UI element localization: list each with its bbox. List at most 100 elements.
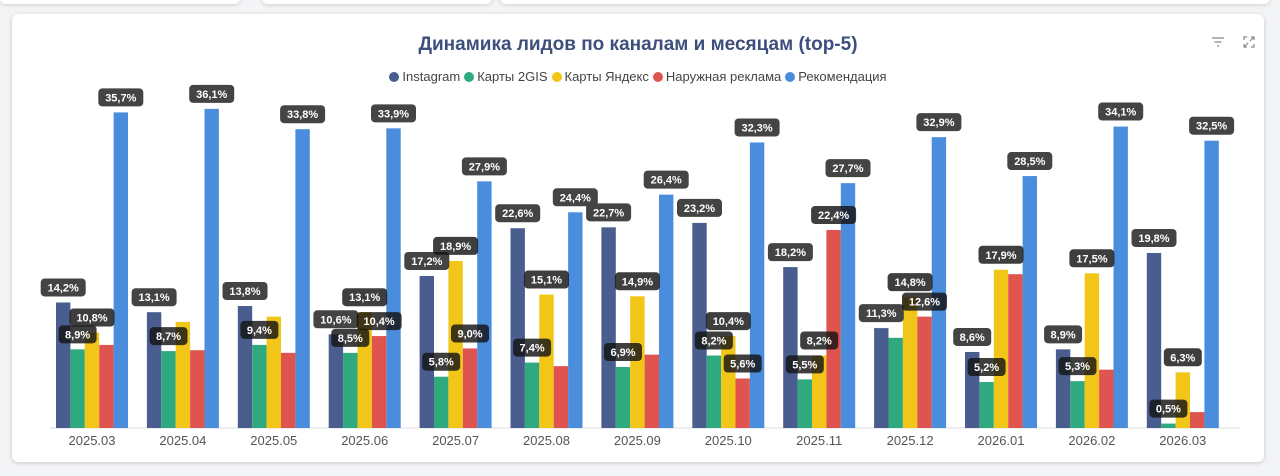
legend-item[interactable]: Наружная реклама [652, 69, 781, 84]
bar[interactable] [797, 379, 812, 428]
bar[interactable] [1146, 252, 1162, 428]
data-label: 8,5% [331, 328, 370, 347]
data-label: 23,2% [677, 198, 722, 217]
bar[interactable] [692, 222, 707, 428]
bar[interactable] [419, 275, 434, 428]
bar[interactable] [917, 316, 932, 428]
bar[interactable] [721, 336, 736, 428]
bar[interactable] [783, 267, 798, 428]
bar[interactable] [840, 183, 856, 428]
x-tick-label: 2025.09 [614, 433, 661, 448]
legend-marker [389, 71, 400, 82]
bar[interactable] [1099, 369, 1114, 428]
chart-title: Динамика лидов по каналам и месяцам (top… [418, 34, 858, 55]
data-label: 5,5% [785, 355, 824, 374]
bar[interactable] [99, 344, 114, 428]
bar[interactable] [295, 129, 310, 428]
data-label: 5,8% [422, 352, 461, 371]
bar[interactable] [448, 260, 463, 428]
legend-label: Рекомендация [798, 69, 887, 84]
bar[interactable] [539, 294, 554, 428]
bar[interactable] [56, 302, 71, 428]
data-label-text: 9,0% [457, 328, 482, 340]
data-label: 14,8% [887, 273, 933, 292]
legend-item[interactable]: Instagram [389, 69, 460, 84]
bar[interactable] [386, 128, 401, 428]
bar[interactable] [1084, 273, 1100, 428]
bar[interactable] [1022, 176, 1037, 428]
data-label-text: 17,9% [985, 250, 1016, 262]
bar[interactable] [266, 316, 281, 428]
data-label-text: 28,5% [1014, 156, 1045, 168]
data-label: 9,4% [240, 320, 279, 339]
bar[interactable] [812, 355, 827, 428]
bar[interactable] [84, 332, 100, 428]
bar[interactable] [568, 212, 583, 428]
bar[interactable] [749, 142, 765, 428]
bar[interactable] [735, 378, 750, 428]
bar[interactable] [510, 228, 525, 428]
data-label-text: 27,7% [832, 163, 863, 175]
bar[interactable] [1204, 140, 1219, 428]
bar[interactable] [462, 348, 478, 428]
bar[interactable] [175, 321, 191, 428]
data-label-text: 8,2% [807, 336, 832, 348]
bar[interactable] [161, 351, 176, 428]
bar[interactable] [630, 296, 645, 428]
legend-item[interactable]: Рекомендация [785, 69, 887, 84]
x-tick-label: 2025.12 [887, 433, 934, 448]
bar[interactable] [979, 382, 994, 428]
bar[interactable] [706, 355, 722, 428]
x-tick-label: 2025.03 [69, 433, 116, 448]
data-label-text: 0,5% [1156, 404, 1181, 416]
bar[interactable] [1070, 381, 1085, 428]
bar[interactable] [659, 194, 674, 428]
bar[interactable] [113, 112, 128, 429]
bar[interactable] [281, 352, 296, 428]
data-label: 13,1% [342, 288, 388, 307]
bar[interactable] [524, 362, 540, 428]
bar[interactable] [888, 337, 903, 428]
data-label-text: 8,6% [960, 332, 985, 344]
bar[interactable] [343, 352, 358, 428]
bar[interactable] [1190, 412, 1205, 428]
legend-item[interactable]: Карты Яндекс [551, 69, 649, 84]
bar[interactable] [826, 229, 841, 428]
bar[interactable] [1113, 126, 1128, 428]
filter-icon[interactable] [1210, 34, 1226, 50]
bar[interactable] [252, 344, 267, 428]
data-label-text: 34,1% [1105, 107, 1136, 119]
data-label: 27,7% [825, 159, 871, 178]
legend-label: Карты 2GIS [477, 69, 548, 84]
bar[interactable] [931, 137, 947, 428]
legend-item[interactable]: Карты 2GIS [464, 69, 548, 84]
bar[interactable] [601, 227, 616, 428]
data-label: 32,9% [916, 113, 962, 132]
bar[interactable] [477, 181, 492, 428]
data-label: 22,6% [495, 204, 541, 223]
bar[interactable] [204, 108, 219, 428]
data-label-text: 22,7% [593, 207, 624, 219]
data-label-text: 36,1% [196, 89, 227, 101]
bar[interactable] [328, 334, 344, 428]
bar[interactable] [434, 376, 449, 428]
data-label: 36,1% [189, 84, 235, 103]
data-label-text: 26,4% [651, 175, 682, 187]
bar[interactable] [1008, 274, 1023, 428]
data-label: 17,9% [978, 245, 1024, 264]
bar[interactable] [190, 350, 205, 428]
bar[interactable] [615, 367, 631, 428]
bar[interactable] [902, 297, 918, 428]
expand-icon[interactable] [1241, 34, 1257, 50]
bar[interactable] [644, 354, 659, 428]
data-label: 17,5% [1069, 249, 1115, 268]
bar[interactable] [1161, 423, 1176, 428]
bar[interactable] [371, 336, 387, 428]
bar[interactable] [553, 366, 569, 428]
bar[interactable] [70, 349, 85, 428]
bar[interactable] [993, 269, 1009, 428]
data-label-text: 6,9% [610, 347, 635, 359]
data-label-text: 8,9% [65, 329, 90, 341]
data-label-text: 14,9% [622, 276, 653, 288]
bar[interactable] [874, 328, 889, 428]
